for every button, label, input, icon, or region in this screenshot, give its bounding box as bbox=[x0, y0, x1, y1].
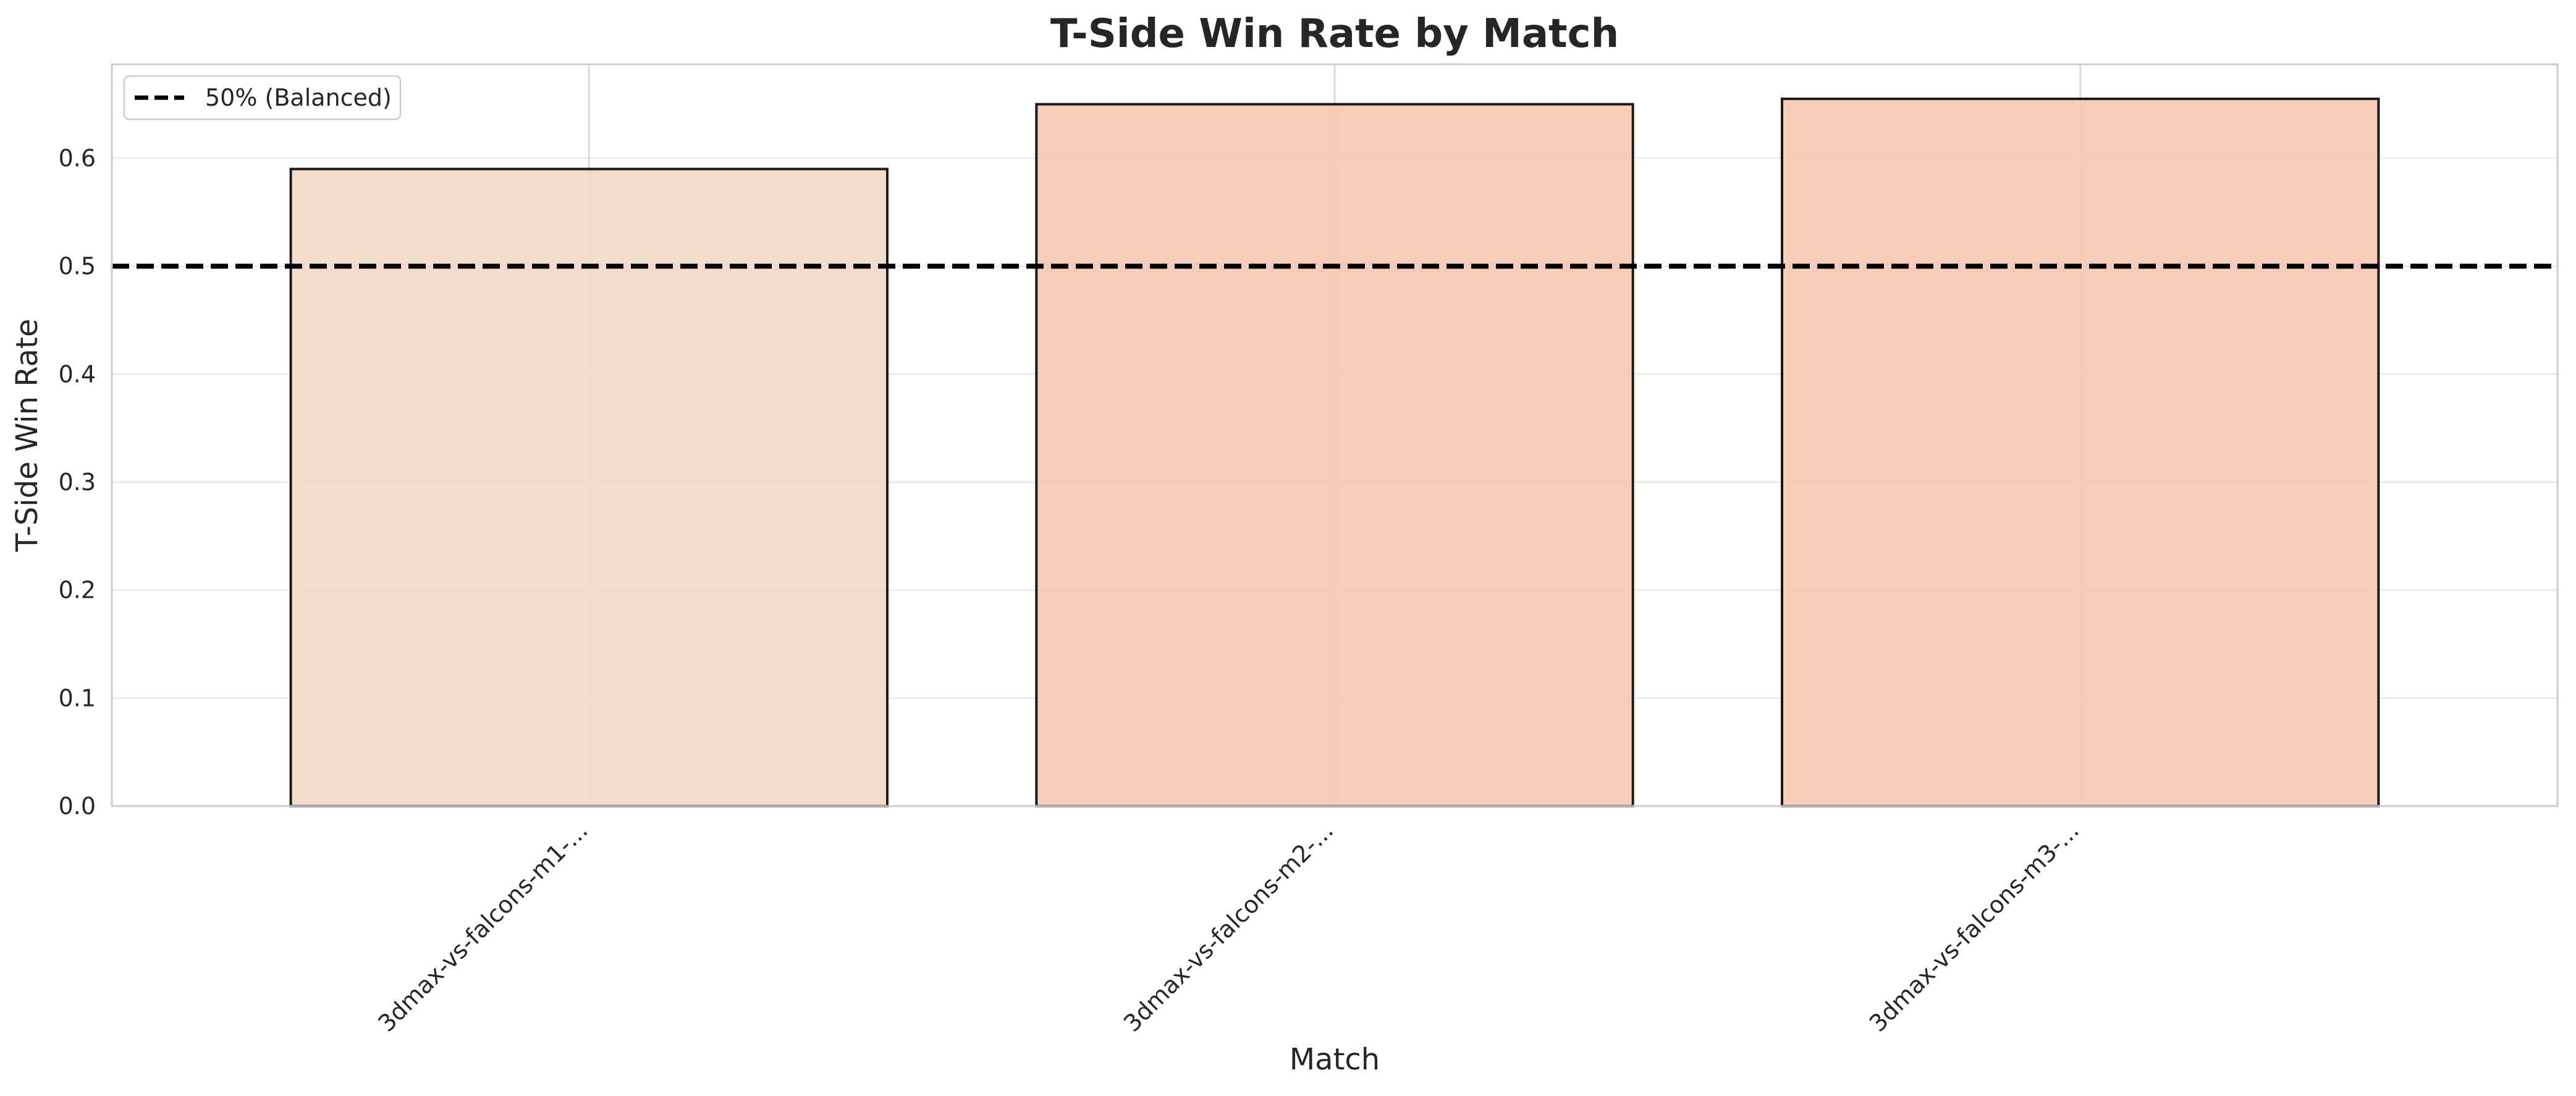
bar-1[interactable] bbox=[289, 168, 889, 807]
y-tick-label-5: 0.5 bbox=[59, 253, 96, 280]
legend[interactable]: 50% (Balanced) bbox=[123, 75, 402, 121]
y-axis-ticks: 0.0 0.1 0.2 0.3 0.4 0.5 0.6 bbox=[59, 145, 96, 820]
x-axis-label: Match bbox=[1290, 1042, 1380, 1077]
y-tick-label-1: 0.1 bbox=[59, 684, 96, 712]
y-axis-label: T-Side Win Rate bbox=[10, 319, 44, 553]
legend-entry-label: 50% (Balanced) bbox=[205, 84, 392, 111]
bar-2[interactable] bbox=[1035, 103, 1634, 808]
bar-3[interactable] bbox=[1781, 97, 2380, 808]
y-tick-label-0: 0.0 bbox=[59, 792, 96, 820]
y-tick-label-4: 0.4 bbox=[59, 360, 96, 388]
y-tick-label-3: 0.3 bbox=[59, 469, 96, 496]
y-tick-label-2: 0.2 bbox=[59, 577, 96, 604]
y-tick-label-6: 0.6 bbox=[59, 145, 96, 172]
legend-box bbox=[123, 75, 402, 121]
plot-frame bbox=[111, 63, 2559, 807]
bar-series bbox=[289, 97, 2380, 808]
chart-title: T-Side Win Rate by Match bbox=[1050, 11, 1619, 57]
